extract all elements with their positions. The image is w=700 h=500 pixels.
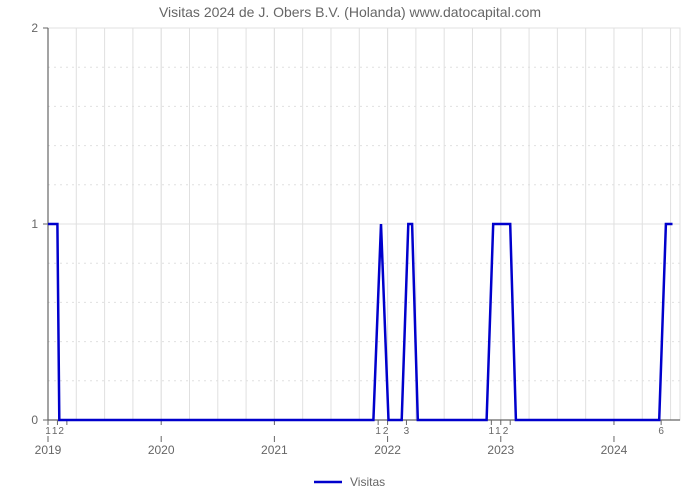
x-year-label: 2024 — [601, 443, 628, 457]
y-tick-label: 1 — [31, 217, 38, 231]
x-month-label: 1 — [375, 426, 381, 437]
x-year-label: 2020 — [148, 443, 175, 457]
x-year-label: 2021 — [261, 443, 288, 457]
x-month-label: 1 — [495, 426, 501, 437]
x-month-label: 6 — [658, 426, 664, 437]
x-month-label: 1 — [489, 426, 495, 437]
x-year-label: 2022 — [374, 443, 401, 457]
chart-svg: 0121121231126201920202021202220232024Vis… — [0, 0, 700, 500]
x-month-label: 2 — [58, 426, 64, 437]
x-month-label: 1 — [52, 426, 58, 437]
chart-title: Visitas 2024 de J. Obers B.V. (Holanda) … — [0, 4, 700, 20]
y-tick-label: 2 — [31, 21, 38, 35]
y-tick-label: 0 — [31, 413, 38, 427]
x-year-label: 2019 — [35, 443, 62, 457]
x-month-label: 2 — [383, 426, 389, 437]
x-month-label: 1 — [45, 426, 51, 437]
x-month-label: 3 — [404, 426, 410, 437]
x-year-label: 2023 — [487, 443, 514, 457]
legend-label: Visitas — [350, 475, 385, 489]
x-month-label: 2 — [503, 426, 509, 437]
chart-container: Visitas 2024 de J. Obers B.V. (Holanda) … — [0, 0, 700, 500]
